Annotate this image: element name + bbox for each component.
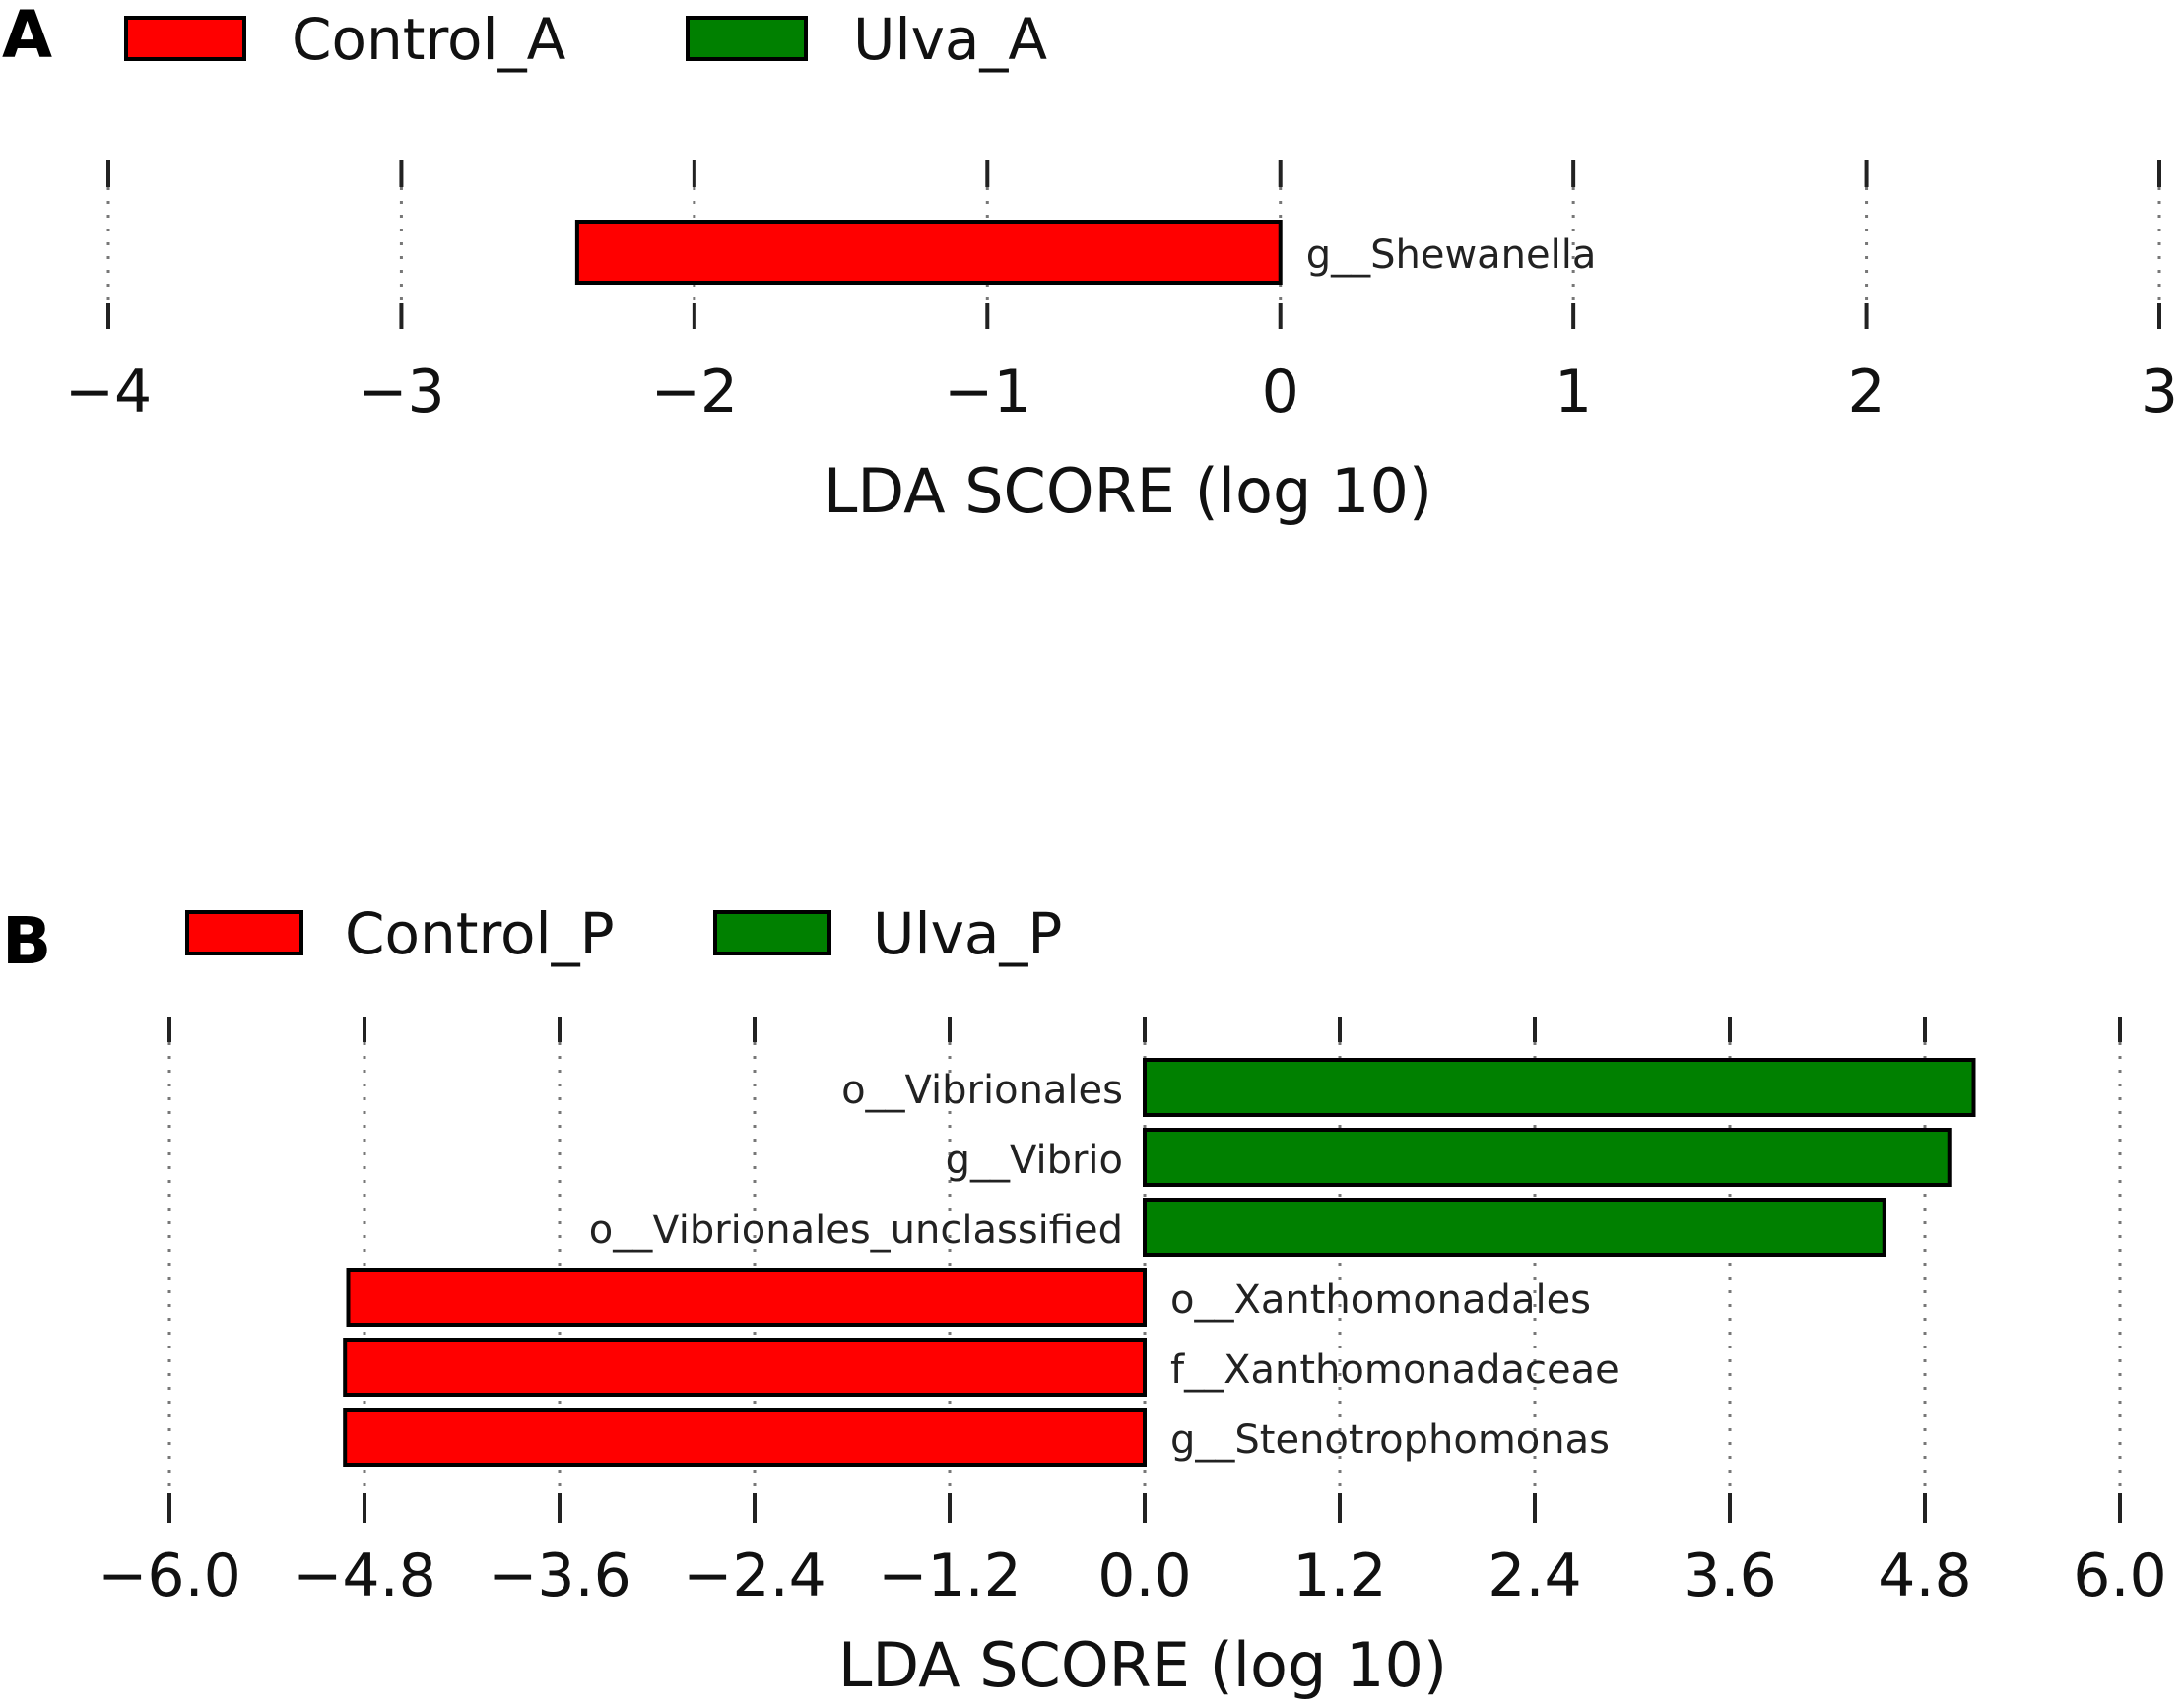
panel-a: A Control_A Ulva_A −4 −3 −2 −1 0 1 2 3 g__Shewan… bbox=[2, 0, 2178, 527]
panel-a-letter: A bbox=[2, 0, 52, 73]
panel-b-letter: B bbox=[2, 903, 51, 979]
panel-b: B Control_P Ulva_P −6.0 −4.8 −3.6 −2.4 −1.2 0… bbox=[2, 900, 2167, 1701]
bar-o-xanthomonadales bbox=[346, 1268, 1147, 1327]
x-tick-label-a: 2 bbox=[1847, 358, 1885, 427]
legend-label-control-a: Control_A bbox=[292, 6, 566, 73]
bar-g-stenotrophomonas bbox=[343, 1408, 1147, 1467]
x-tick-label-b: 2.4 bbox=[1488, 1542, 1581, 1610]
legend-swatch-ulva-p bbox=[713, 910, 831, 955]
legend-label-ulva-p: Ulva_P bbox=[873, 900, 1062, 967]
bar-label: o__Vibrionales bbox=[841, 1068, 1123, 1113]
bar-label: g__Shewanella bbox=[1306, 232, 1597, 278]
x-tick-label-b: 6.0 bbox=[2073, 1542, 2166, 1610]
x-tick-label-a: −1 bbox=[944, 358, 1030, 427]
legend-swatch-ulva-a bbox=[686, 16, 808, 61]
legend-label-ulva-a: Ulva_A bbox=[853, 6, 1047, 73]
x-tick-label-a: 3 bbox=[2141, 358, 2178, 427]
x-tick-label-a: −3 bbox=[358, 358, 444, 427]
bar-o-vibrionales bbox=[1143, 1058, 1976, 1117]
x-tick-label-b: 4.8 bbox=[1878, 1542, 1971, 1610]
x-tick-label-b: −4.8 bbox=[293, 1542, 436, 1610]
bar-label: f__Xanthomonadaceae bbox=[1170, 1347, 1620, 1393]
x-tick-label-b: 1.2 bbox=[1292, 1542, 1386, 1610]
bar-label: o__Vibrionales_unclassified bbox=[589, 1208, 1123, 1253]
x-tick-label-b: −3.6 bbox=[488, 1542, 631, 1610]
x-tick-label-b: 3.6 bbox=[1683, 1542, 1776, 1610]
legend-label-control-p: Control_P bbox=[345, 900, 615, 967]
bar-o-vibrionales-unclassified bbox=[1143, 1198, 1886, 1257]
plot-b: −6.0 −4.8 −3.6 −2.4 −1.2 0.0 1.2 2.4 3.6 4.8 6.0 o_… bbox=[98, 1017, 2167, 1610]
x-tick-label-a: −2 bbox=[651, 358, 738, 427]
bar-label: g__Stenotrophomonas bbox=[1170, 1417, 1610, 1463]
plot-a: −4 −3 −2 −1 0 1 2 3 g__Shewanella bbox=[65, 160, 2178, 427]
bar-g-vibrio bbox=[1143, 1128, 1952, 1187]
x-axis-label-b: LDA SCORE (log 10) bbox=[838, 1629, 1447, 1701]
x-tick-label-a: 0 bbox=[1262, 358, 1299, 427]
x-tick-label-b: −2.4 bbox=[683, 1542, 827, 1610]
bar-label: g__Vibrio bbox=[946, 1138, 1123, 1183]
legend-swatch-control-a bbox=[124, 16, 246, 61]
x-tick-label-a: 1 bbox=[1555, 358, 1592, 427]
x-tick-label-a: −4 bbox=[65, 358, 152, 427]
x-tick-label-b: 0.0 bbox=[1097, 1542, 1191, 1610]
legend-swatch-control-p bbox=[185, 910, 303, 955]
x-tick-label-b: −1.2 bbox=[878, 1542, 1022, 1610]
x-tick-label-b: −6.0 bbox=[98, 1542, 241, 1610]
bar-label: o__Xanthomonadales bbox=[1170, 1278, 1591, 1323]
bar-g-shewanella bbox=[574, 220, 1283, 285]
x-axis-label-a: LDA SCORE (log 10) bbox=[824, 455, 1432, 527]
bar-f-xanthomonadaceae bbox=[343, 1338, 1147, 1397]
